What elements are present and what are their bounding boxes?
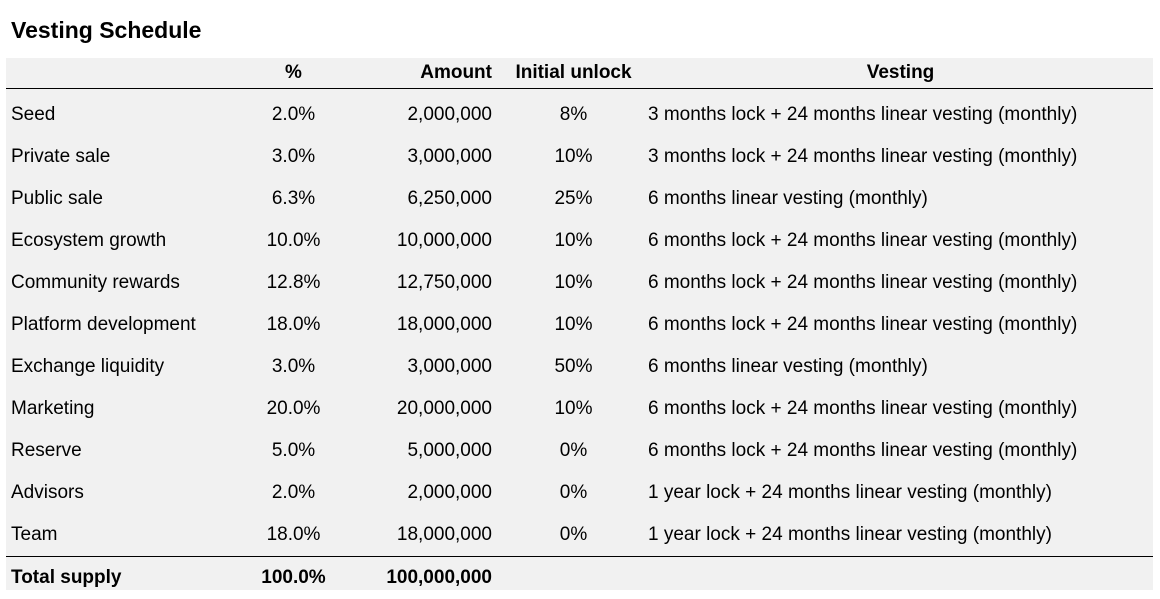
row-initial-unlock: 25% <box>554 188 593 209</box>
row-initial-unlock: 0% <box>559 440 588 461</box>
row-percent: 3.0% <box>271 356 316 377</box>
row-vesting: 1 year lock + 24 months linear vesting (… <box>648 524 1052 545</box>
row-vesting: 6 months lock + 24 months linear vesting… <box>648 314 1078 335</box>
row-percent: 5.0% <box>271 440 316 461</box>
row-name: Private sale <box>11 146 111 167</box>
row-amount: 3,000,000 <box>407 146 492 167</box>
row-percent: 6.3% <box>271 188 316 209</box>
row-amount: 10,000,000 <box>396 230 492 251</box>
row-initial-unlock: 0% <box>559 524 588 545</box>
row-name: Reserve <box>11 440 82 461</box>
row-initial-unlock: 10% <box>554 314 593 335</box>
total-row: Total supply 100.0% 100,000,000 <box>6 556 1153 599</box>
row-amount: 5,000,000 <box>407 440 492 461</box>
row-name: Public sale <box>11 188 103 209</box>
row-vesting: 6 months lock + 24 months linear vesting… <box>648 440 1078 461</box>
row-percent: 3.0% <box>271 146 316 167</box>
row-initial-unlock: 8% <box>559 104 588 125</box>
row-vesting: 3 months lock + 24 months linear vesting… <box>648 146 1078 167</box>
table-row: Private sale 3.0% 3,000,000 10% 3 months loc… <box>6 136 1153 178</box>
row-name: Seed <box>11 104 56 125</box>
row-percent: 2.0% <box>271 482 316 503</box>
row-initial-unlock: 10% <box>554 272 593 293</box>
row-amount: 2,000,000 <box>407 104 492 125</box>
row-amount: 2,000,000 <box>407 482 492 503</box>
row-amount: 18,000,000 <box>396 314 492 335</box>
header-initial-unlock: Initial unlock <box>515 62 632 83</box>
row-vesting: 1 year lock + 24 months linear vesting (… <box>648 482 1052 503</box>
header-amount: Amount <box>420 62 492 83</box>
row-initial-unlock: 50% <box>554 356 593 377</box>
row-percent: 18.0% <box>266 524 321 545</box>
row-name: Team <box>11 524 58 545</box>
total-amount: 100,000,000 <box>386 567 492 588</box>
row-percent: 20.0% <box>266 398 321 419</box>
row-percent: 12.8% <box>266 272 321 293</box>
table-row: Team 18.0% 18,000,000 0% 1 year lock + 24 mo… <box>6 514 1153 556</box>
table-row: Platform development 18.0% 18,000,000 10% 6 … <box>6 304 1153 346</box>
page-title: Vesting Schedule <box>11 17 202 43</box>
table-header-row: % Amount Initial unlock Vesting <box>6 58 1153 89</box>
row-vesting: 6 months linear vesting (monthly) <box>648 356 928 377</box>
row-name: Advisors <box>11 482 84 503</box>
row-amount: 6,250,000 <box>407 188 492 209</box>
vesting-table: % Amount Initial unlock Vesting Seed 2.0%… <box>6 58 1153 590</box>
row-percent: 10.0% <box>266 230 321 251</box>
table-row: Ecosystem growth 10.0% 10,000,000 10% 6 mont… <box>6 220 1153 262</box>
row-percent: 2.0% <box>271 104 316 125</box>
header-name <box>11 58 251 88</box>
row-name: Community rewards <box>11 272 180 293</box>
row-vesting: 6 months lock + 24 months linear vesting… <box>648 230 1078 251</box>
header-percent: % <box>285 62 302 83</box>
row-percent: 18.0% <box>266 314 321 335</box>
row-vesting: 3 months lock + 24 months linear vesting… <box>648 104 1078 125</box>
row-initial-unlock: 0% <box>559 482 588 503</box>
row-initial-unlock: 10% <box>554 398 593 419</box>
row-name: Ecosystem growth <box>11 230 167 251</box>
total-label: Total supply <box>11 567 122 588</box>
row-amount: 3,000,000 <box>407 356 492 377</box>
row-name: Platform development <box>11 314 196 335</box>
row-vesting: 6 months linear vesting (monthly) <box>648 188 928 209</box>
table-row: Reserve 5.0% 5,000,000 0% 6 months lock + 24… <box>6 430 1153 472</box>
row-amount: 12,750,000 <box>396 272 492 293</box>
row-vesting: 6 months lock + 24 months linear vesting… <box>648 398 1078 419</box>
row-amount: 18,000,000 <box>396 524 492 545</box>
table-row: Public sale 6.3% 6,250,000 25% 6 months line… <box>6 178 1153 220</box>
row-vesting: 6 months lock + 24 months linear vesting… <box>648 272 1078 293</box>
row-name: Marketing <box>11 398 95 419</box>
table-row: Seed 2.0% 2,000,000 8% 3 months lock + 24 mo… <box>6 94 1153 136</box>
row-initial-unlock: 10% <box>554 146 593 167</box>
row-name: Exchange liquidity <box>11 356 165 377</box>
header-vesting: Vesting <box>866 62 935 83</box>
total-percent: 100.0% <box>261 567 326 588</box>
table-row: Exchange liquidity 3.0% 3,000,000 50% 6 mont… <box>6 346 1153 388</box>
table-row: Marketing 20.0% 20,000,000 10% 6 months lock… <box>6 388 1153 430</box>
row-initial-unlock: 10% <box>554 230 593 251</box>
table-row: Advisors 2.0% 2,000,000 0% 1 year lock + 24 … <box>6 472 1153 514</box>
table-row: Community rewards 12.8% 12,750,000 10% 6 mon… <box>6 262 1153 304</box>
row-amount: 20,000,000 <box>396 398 492 419</box>
